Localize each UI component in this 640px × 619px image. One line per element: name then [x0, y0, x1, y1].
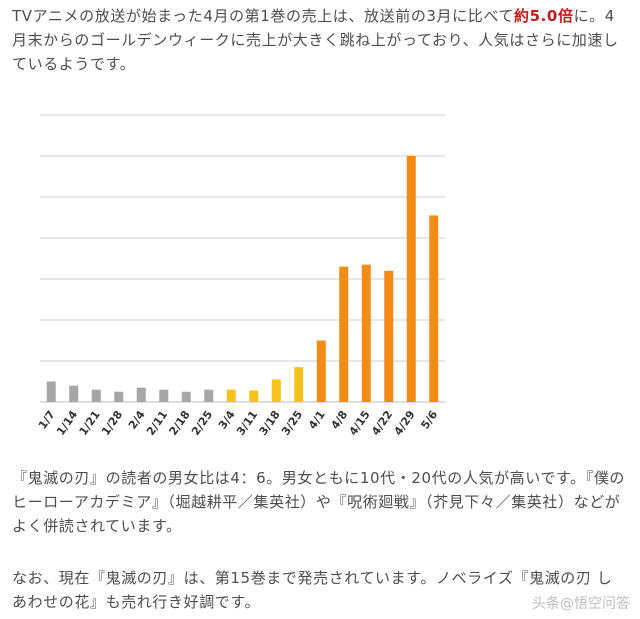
x-tick-label: 4/15: [347, 408, 373, 438]
bar-3-25: [294, 367, 304, 402]
bar-2-18: [181, 391, 191, 402]
x-tick-label: 4/22: [369, 408, 395, 438]
bar-1-14: [69, 385, 79, 402]
bar-2-25: [204, 389, 214, 402]
bar-2-11: [159, 389, 169, 402]
x-tick-label: 1/28: [99, 408, 125, 438]
x-tick-label: 4/8: [328, 408, 350, 431]
x-tick-label: 1/14: [54, 408, 80, 438]
x-tick-label: 5/6: [418, 408, 440, 432]
release-paragraph: なお、現在『鬼滅の刃』は、第15巻まで発売されています。ノベライズ『鬼滅の刃 し…: [12, 569, 613, 611]
readers-paragraph: 『鬼滅の刃』の読者の男女比は4：6。男女ともに10代・20代の人気が高いです。『…: [12, 469, 626, 535]
bar-4-15: [361, 264, 371, 402]
x-tick-label: 1/7: [36, 408, 58, 431]
bar-4-1: [316, 340, 326, 402]
bar-1-28: [114, 391, 124, 402]
x-tick-label: 2/18: [167, 408, 193, 438]
x-tick-label: 4/1: [306, 408, 328, 431]
sales-bar-chart: 1/71/141/211/28 2/42/112/182/25 3/43/113/1…: [36, 114, 445, 438]
chart-x-tick-labels: 1/71/141/211/28 2/42/112/182/25 3/43/113/1…: [36, 408, 440, 438]
intro-text-pre: TVアニメの放送が始まった4月の第1巻の売上は、放送前の3月に比べて: [12, 7, 514, 25]
bar-4-29: [406, 156, 416, 402]
bar-2-4: [136, 387, 146, 402]
x-tick-label: 1/21: [77, 408, 103, 438]
watermark: 头条@悟空问答: [532, 596, 630, 612]
bar-3-18: [271, 379, 281, 402]
intro-emphasis-value: 約5.0: [513, 7, 558, 25]
bar-1-21: [91, 389, 101, 402]
bar-1-7: [46, 381, 56, 402]
intro-paragraph: TVアニメの放送が始まった4月の第1巻の売上は、放送前の3月に比べて約5.0倍に…: [12, 4, 628, 76]
x-tick-label: 2/25: [189, 408, 215, 438]
x-tick-label: 3/18: [257, 408, 283, 438]
bar-3-11: [249, 390, 259, 402]
bar-4-8: [339, 266, 349, 402]
chart-gridlines: [40, 114, 445, 403]
chart-bars: [46, 156, 439, 402]
bar-5-6: [429, 215, 439, 402]
bar-3-4: [226, 389, 236, 402]
x-tick-label: 3/25: [279, 408, 305, 438]
intro-text-post: に。4月末からのゴールデンウィークに売上が大きく跳ね上がっており、人気はさらに加…: [12, 7, 619, 73]
intro-emphasis-unit: 倍: [557, 7, 574, 25]
x-tick-label: 2/11: [144, 408, 170, 438]
x-tick-label: 4/29: [392, 408, 418, 438]
x-tick-label: 3/11: [234, 408, 260, 438]
bar-4-22: [384, 270, 394, 402]
